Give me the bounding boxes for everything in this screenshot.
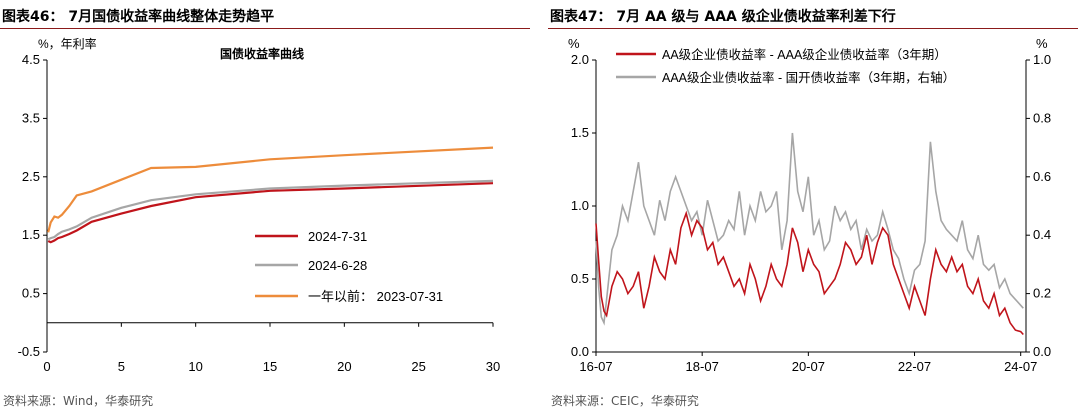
x-tick-label: 24-07: [1004, 359, 1037, 374]
x-tick-label: 5: [118, 359, 125, 374]
legend-label-2: 2024-6-28: [308, 258, 367, 273]
y-right-tick-label: 0.4: [1033, 227, 1051, 242]
y-right-tick-label: 1.0: [1033, 52, 1051, 67]
y-left-unit-label: %: [568, 36, 580, 51]
figure-46-source: 资料来源：Wind，华泰研究: [3, 394, 154, 408]
y-right-tick-label: 0.0: [1033, 344, 1051, 359]
legend-label-2: AAA级企业债收益率 - 国开债收益率（3年期，右轴）: [662, 70, 955, 85]
credit-spread-chart: % % 0.0 0.5 1.0 1.5 2.0 0.0 0.2 0.4 0.6 0.8 1.0 16-07…: [568, 36, 1051, 374]
chart-title: 国债收益率曲线: [220, 46, 304, 61]
y-tick-label: 1.5: [22, 227, 40, 242]
y-right-tick-label: 0.2: [1033, 286, 1051, 301]
figure-46-title-rule: [0, 28, 530, 29]
y-right-unit-label: %: [1036, 36, 1048, 51]
legend-label-1: AA级企业债收益率 - AAA级企业债收益率（3年期）: [662, 47, 947, 62]
y-tick-label: 2.5: [22, 169, 40, 184]
x-tick-label: 22-07: [898, 359, 931, 374]
x-tick-label: 0: [43, 359, 50, 374]
figure-46-title: 图表46： 7月国债收益率曲线整体走势趋平: [2, 9, 275, 25]
x-tick-label: 10: [188, 359, 202, 374]
legend-label-3: 一年以前： 2023-07-31: [308, 289, 443, 304]
x-tick-label: 25: [411, 359, 425, 374]
y-tick-label: -0.5: [18, 344, 40, 359]
y-left-tick-label: 2.0: [571, 52, 589, 67]
y-unit-label: %，年利率: [38, 36, 97, 51]
y-right-tick-label: 0.8: [1033, 110, 1051, 125]
y-tick-label: 4.5: [22, 52, 40, 67]
y-tick-label: 3.5: [22, 110, 40, 125]
figure-47-title-rule: [548, 28, 1078, 29]
y-right-tick-label: 0.6: [1033, 169, 1051, 184]
x-tick-label: 18-07: [686, 359, 719, 374]
x-tick-label: 16-07: [579, 359, 612, 374]
y-left-tick-label: 1.5: [571, 125, 589, 140]
y-tick-label: 0.5: [22, 286, 40, 301]
y-left-tick-label: 1.0: [571, 198, 589, 213]
x-tick-label: 20: [337, 359, 351, 374]
figure-46-panel: 图表46： 7月国债收益率曲线整体走势趋平 %，年利率国债收益率曲线 -0.5 0.…: [0, 0, 530, 415]
series-line-1: [47, 182, 494, 244]
legend-label-1: 2024-7-31: [308, 229, 367, 244]
series-line-2: [47, 179, 494, 241]
x-tick-label: 15: [263, 359, 277, 374]
figure-47-source: 资料来源：CEIC，华泰研究: [551, 394, 699, 408]
figure-47-panel: 图表47： 7月 AA 级与 AAA 级企业债收益率利差下行 %% 0.0 0.5 1…: [548, 0, 1078, 415]
figure-47-title: 图表47： 7月 AA 级与 AAA 级企业债收益率利差下行: [550, 9, 896, 25]
series-line-2: [595, 132, 1024, 326]
series-line-3: [47, 146, 494, 233]
y-left-tick-label: 0.5: [571, 271, 589, 286]
series-line-1: [595, 210, 1024, 336]
y-left-tick-label: 0.0: [571, 344, 589, 359]
x-tick-label: 30: [486, 359, 500, 374]
x-tick-label: 20-07: [792, 359, 825, 374]
